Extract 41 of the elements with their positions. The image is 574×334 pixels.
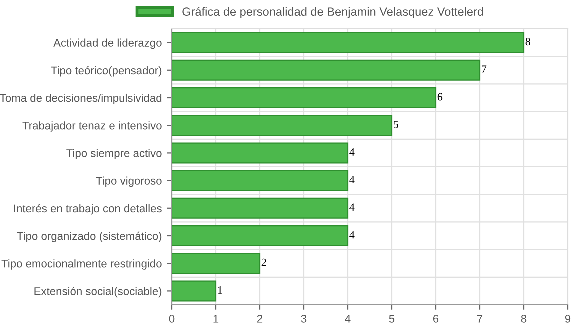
- y-tick-label: Interés en trabajo con detalles: [14, 204, 162, 215]
- y-tick-label: Tipo siempre activo: [66, 149, 162, 160]
- x-tick-label: 2: [257, 315, 263, 323]
- legend-label: Gráfica de personalidad de Benjamin Velasquez Vottelerd: [182, 7, 484, 18]
- data-label: 7: [482, 66, 487, 74]
- y-tick-label: Actividad de liderazgo: [54, 38, 162, 50]
- x-tick-label: 1: [214, 315, 219, 323]
- x-tick-label: 5: [389, 315, 395, 323]
- y-tick-label: Tipo organizado (sistemático): [17, 232, 162, 242]
- bar: [172, 198, 349, 219]
- y-tick-label: Tipo emocionalmente restringido: [2, 260, 162, 270]
- x-tick-label: 0: [169, 315, 175, 323]
- bar: [172, 115, 393, 136]
- data-label: 4: [350, 176, 355, 184]
- y-tick-label: Toma de decisiones/impulsividad: [0, 94, 162, 104]
- y-tick-label: Trabajador tenaz e intensivo: [22, 122, 162, 132]
- data-label: 4: [350, 148, 355, 156]
- y-tick-label: Tipo teórico(pensador): [51, 66, 162, 77]
- y-tick-label: Tipo vigoroso: [96, 176, 162, 188]
- data-label: 1: [218, 286, 222, 294]
- x-tick-label: 7: [477, 315, 483, 323]
- bar: [172, 88, 437, 108]
- data-label: 5: [394, 120, 399, 128]
- data-label: 4: [350, 231, 355, 239]
- x-tick-label: 9: [565, 315, 571, 323]
- data-label: 4: [350, 204, 355, 212]
- bar: [172, 280, 217, 302]
- bar: [172, 170, 349, 192]
- data-label: 8: [526, 38, 531, 46]
- bar: [172, 142, 349, 164]
- bar: [172, 253, 261, 274]
- x-tick-label: 8: [521, 315, 527, 323]
- bar: [172, 60, 481, 81]
- x-tick-label: 4: [345, 315, 351, 323]
- x-tick-label: 6: [433, 315, 439, 323]
- x-tick-label: 3: [301, 315, 307, 323]
- y-tick-label: Extensión social(sociable): [34, 287, 162, 298]
- bar: [172, 226, 349, 246]
- data-label: 2: [262, 258, 266, 266]
- data-label: 6: [438, 93, 443, 101]
- bar: [172, 32, 525, 54]
